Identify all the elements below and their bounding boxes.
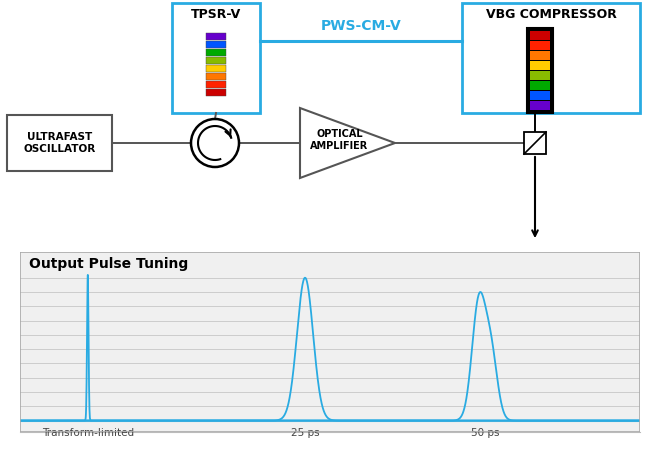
Bar — [530, 61, 550, 70]
Bar — [530, 31, 550, 40]
Bar — [206, 73, 226, 80]
Bar — [206, 33, 226, 40]
Text: PWS-CM-V: PWS-CM-V — [320, 19, 402, 33]
Text: 25 ps: 25 ps — [291, 428, 319, 438]
Bar — [530, 71, 550, 80]
FancyBboxPatch shape — [172, 3, 260, 113]
Bar — [206, 89, 226, 96]
FancyBboxPatch shape — [7, 115, 112, 171]
Bar — [206, 81, 226, 88]
Bar — [530, 101, 550, 110]
Bar — [206, 41, 226, 48]
Bar — [206, 49, 226, 56]
Text: ULTRAFAST
OSCILLATOR: ULTRAFAST OSCILLATOR — [23, 132, 96, 154]
Bar — [206, 57, 226, 64]
FancyBboxPatch shape — [462, 3, 640, 113]
Text: Output Pulse Tuning: Output Pulse Tuning — [29, 257, 188, 271]
Bar — [530, 91, 550, 100]
Text: 50 ps: 50 ps — [471, 428, 499, 438]
Bar — [530, 81, 550, 90]
Bar — [530, 41, 550, 50]
Text: VBG COMPRESSOR: VBG COMPRESSOR — [486, 9, 616, 22]
Bar — [524, 132, 546, 154]
Text: OPTICAL
AMPLIFIER: OPTICAL AMPLIFIER — [311, 129, 369, 151]
Bar — [530, 51, 550, 60]
Bar — [206, 65, 226, 72]
Text: TPSR-V: TPSR-V — [191, 9, 241, 22]
Bar — [527, 28, 553, 113]
Text: Transform-limited: Transform-limited — [42, 428, 134, 438]
